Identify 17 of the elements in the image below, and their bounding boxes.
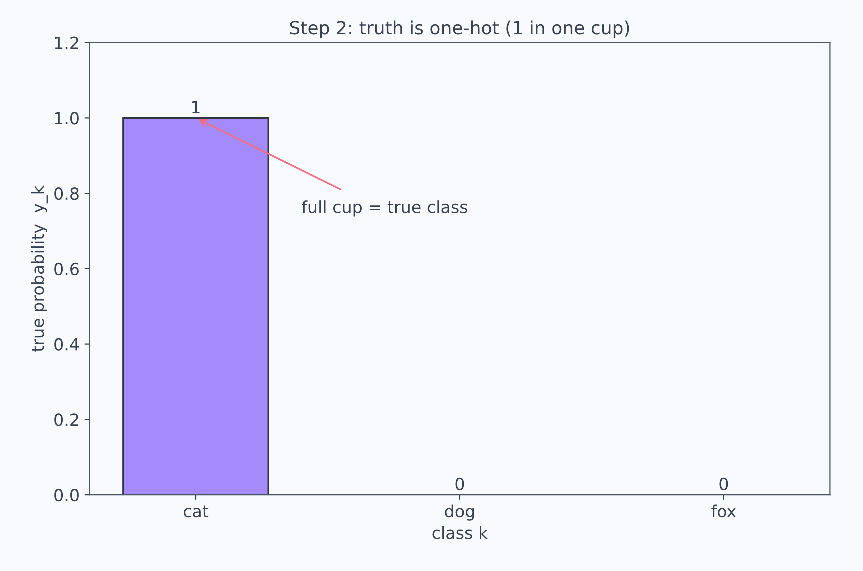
y-tick-label: 1.0 [55, 112, 79, 125]
data-label: 0 [456, 478, 464, 490]
y-tick-label: 0.0 [54, 489, 79, 502]
data-label: 1 [192, 101, 200, 114]
x-tick-label: cat [184, 506, 209, 518]
y-axis-title: true probability y_k [31, 186, 48, 352]
x-tick-label: dog [445, 504, 474, 521]
y-tick-label: 0.4 [54, 338, 80, 351]
y-tick-label: 0.2 [54, 414, 78, 426]
y-tick-label: 0.8 [54, 188, 79, 200]
data-label: 0 [720, 478, 728, 490]
annotation: full cup = true class [302, 200, 468, 217]
x-tick-label: fox [712, 504, 736, 518]
x-axis-title: class k [432, 526, 488, 540]
y-tick-label: 0.6 [54, 262, 79, 276]
chart-title: Step 2: truth is one-hot (1 in one cup) [290, 20, 630, 38]
y-tick-label: 1.2 [55, 36, 78, 50]
